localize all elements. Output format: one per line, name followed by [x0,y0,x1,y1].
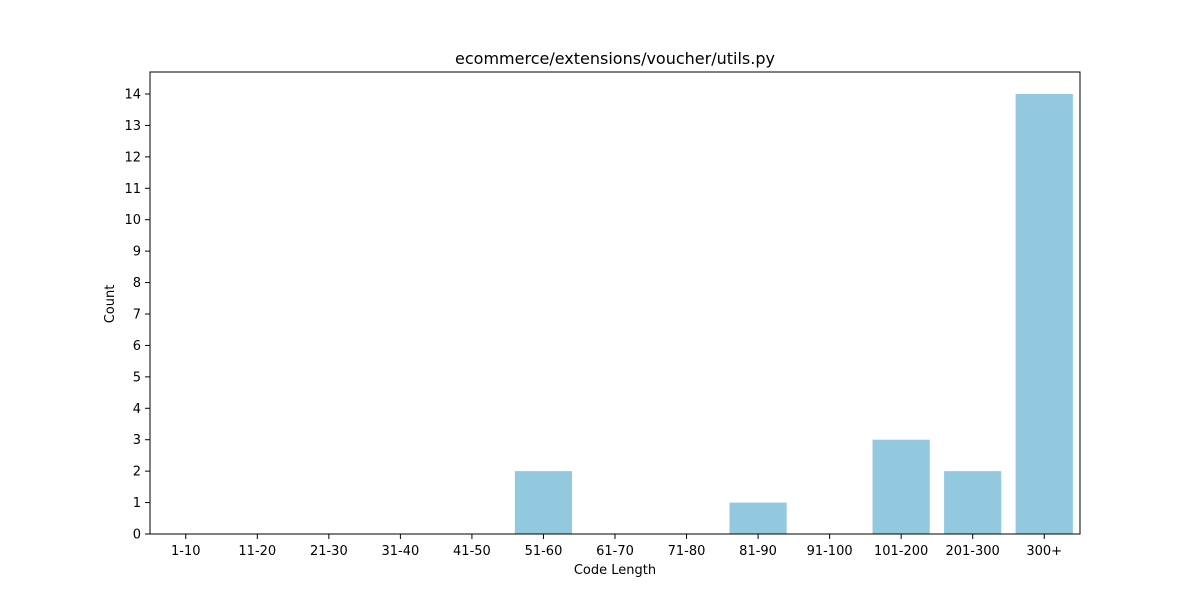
x-tick-label: 51-60 [525,544,563,559]
x-tick-label: 41-50 [453,544,491,559]
y-tick-label: 3 [133,433,141,448]
x-tick-label: 71-80 [668,544,706,559]
y-tick-label: 8 [133,276,141,291]
y-tick-label: 13 [124,119,141,134]
x-tick-label: 11-20 [238,544,276,559]
y-tick-label: 6 [133,339,141,354]
bar-101-200 [872,439,930,534]
y-tick-label: 9 [133,245,141,260]
y-tick-label: 4 [133,402,141,417]
y-tick-label: 5 [133,370,141,385]
bar-81-90 [729,502,787,534]
bar-51-60 [514,471,573,534]
x-tick-label: 81-90 [739,544,777,559]
x-tick-label: 201-300 [946,544,1000,559]
bar-201-300 [944,471,1002,534]
y-tick-label: 12 [124,150,141,165]
bars-group [514,94,1073,534]
y-tick-label: 2 [133,465,141,480]
x-tick-label: 300+ [1026,544,1062,559]
y-tick-label: 1 [133,496,141,511]
y-tick-label: 11 [124,182,141,197]
x-tick-label: 21-30 [310,544,348,559]
x-axis: 1-10 11-20 21-30 31-40 41-50 51-60 61-70 71-80 8… [171,534,1062,559]
chart-title: ecommerce/extensions/voucher/utils.py [455,49,775,68]
x-tick-label: 1-10 [171,544,201,559]
y-tick-label: 0 [133,528,141,543]
x-tick-label: 101-200 [874,544,928,559]
x-axis-title: Code Length [574,563,656,578]
x-tick-label: 31-40 [381,544,419,559]
y-tick-label: 7 [133,308,141,323]
plot-frame [149,71,1081,535]
y-axis-title: Count [103,285,118,324]
bar-300+ [1015,94,1073,534]
x-tick-label: 61-70 [596,544,634,559]
y-tick-label: 14 [124,88,141,103]
y-tick-label: 10 [124,213,141,228]
x-tick-label: 91-100 [807,544,853,559]
